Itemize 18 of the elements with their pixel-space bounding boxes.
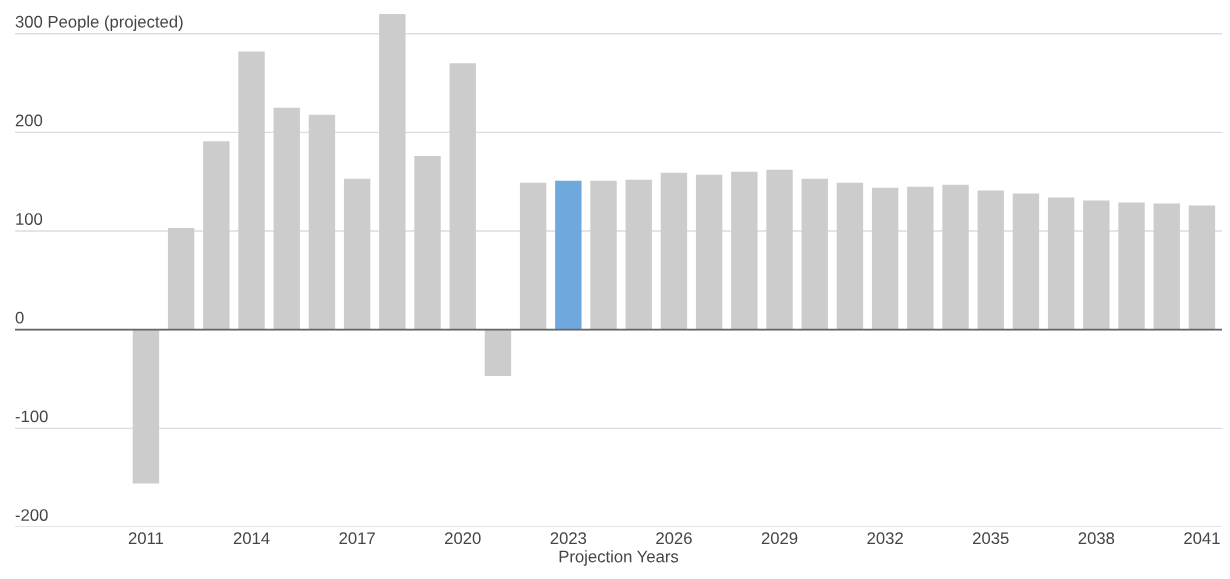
- y-tick-label: 300 People (projected): [15, 15, 183, 31]
- y-tick-label: 200: [15, 114, 43, 127]
- x-tick-label: 2011: [128, 532, 164, 545]
- y-tick-label: -200: [15, 509, 48, 521]
- x-axis-title: Projection Years: [559, 550, 679, 566]
- x-tick-label: 2020: [445, 532, 481, 545]
- x-tick-label: 2041: [1184, 532, 1220, 545]
- y-tick-label: 0: [15, 311, 24, 324]
- x-tick-label: 2023: [550, 532, 587, 545]
- x-tick-label: 2014: [233, 532, 270, 545]
- x-tick-label: 2032: [867, 532, 903, 545]
- x-tick-label: 2017: [339, 532, 375, 545]
- x-tick-label: 2026: [656, 532, 692, 545]
- x-tick-label: 2035: [973, 532, 1009, 545]
- x-tick-label: 2029: [761, 532, 798, 545]
- y-tick-label: 100: [16, 213, 43, 225]
- x-tick-label: 2038: [1078, 532, 1115, 545]
- y-tick-label: -100: [15, 410, 48, 423]
